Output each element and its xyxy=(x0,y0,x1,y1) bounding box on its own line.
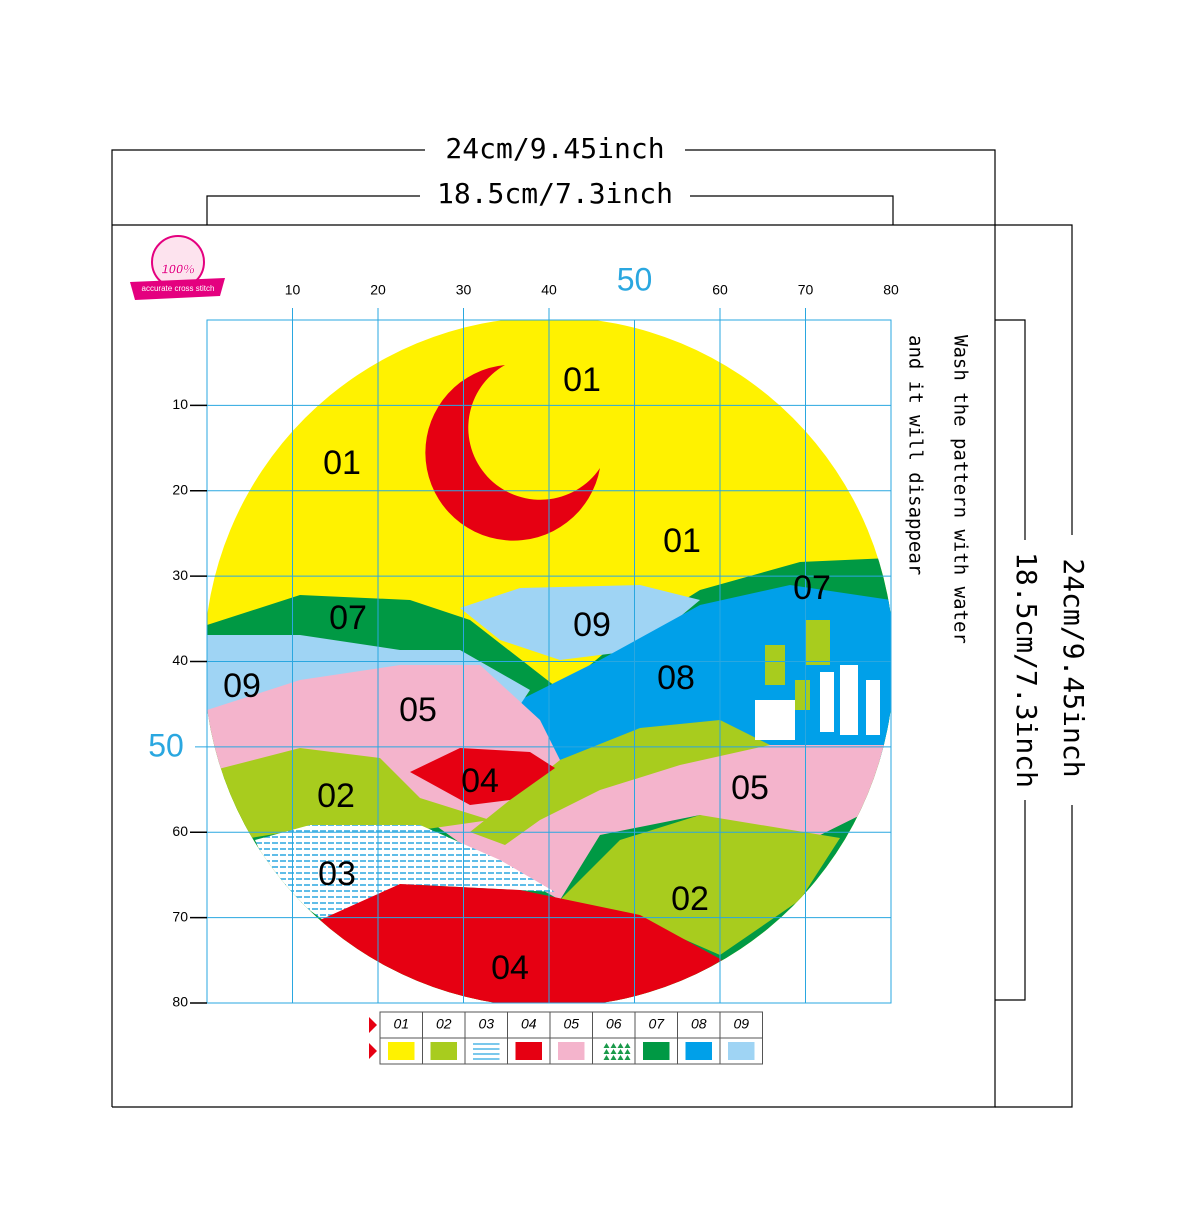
legend-swatch xyxy=(388,1042,415,1060)
region-label: 09 xyxy=(573,606,611,644)
outer-height: 24cm/9.45inch xyxy=(1057,558,1090,777)
legend-swatch xyxy=(430,1042,457,1060)
legend-swatch xyxy=(617,1049,624,1054)
left-tick-label: 40 xyxy=(172,652,188,668)
inner-width: 18.5cm/7.3inch xyxy=(437,177,673,210)
region-label: 09 xyxy=(223,667,261,705)
legend-swatch xyxy=(603,1043,610,1048)
region-label: 04 xyxy=(491,949,529,987)
legend-swatch xyxy=(685,1042,712,1060)
legend-swatch xyxy=(603,1055,610,1060)
legend-arrow xyxy=(369,1043,377,1059)
legend-swatch xyxy=(610,1043,617,1048)
region-label: 01 xyxy=(563,361,601,399)
label-bg xyxy=(1008,540,1042,800)
left-tick-label: 60 xyxy=(172,823,188,839)
top-center-label: 50 xyxy=(617,261,653,297)
legend-code: 05 xyxy=(563,1016,579,1032)
left-tick-label: 30 xyxy=(172,567,188,583)
outer-width: 24cm/9.45inch xyxy=(445,132,664,165)
note-line: Wash the pattern with water xyxy=(950,335,972,644)
legend-code: 09 xyxy=(733,1016,749,1032)
grid: 10 20 30 40 60 70 80 10 20 30 40 60 70 80 50 50 xyxy=(148,261,899,1009)
badge-percent: 100% xyxy=(161,261,195,276)
legend-swatch xyxy=(624,1055,631,1060)
legend-swatch xyxy=(643,1042,670,1060)
legend-swatch xyxy=(617,1043,624,1048)
legend-swatch xyxy=(728,1042,755,1060)
legend-code: 06 xyxy=(606,1016,622,1032)
region-label: 03 xyxy=(318,855,356,893)
legend-swatch xyxy=(558,1042,585,1060)
top-tick-label: 30 xyxy=(456,282,472,298)
legend-swatch xyxy=(515,1042,542,1060)
legend-swatch xyxy=(610,1055,617,1060)
inner-height: 18.5cm/7.3inch xyxy=(1010,552,1043,788)
top-tick-label: 20 xyxy=(370,282,386,298)
legend-code: 01 xyxy=(393,1016,409,1032)
region-label: 04 xyxy=(461,762,499,800)
top-tick-label: 60 xyxy=(712,282,728,298)
legend-code: 04 xyxy=(521,1016,537,1032)
region-label: 07 xyxy=(793,569,831,607)
top-tick-label: 70 xyxy=(798,282,814,298)
legend: 01 02 03 04 05 06 07 08 09 xyxy=(369,1011,763,1065)
legend-arrow xyxy=(369,1017,377,1033)
left-tick-label: 20 xyxy=(172,481,188,497)
legend-swatch xyxy=(603,1049,610,1054)
region-label: 05 xyxy=(399,691,437,729)
top-tick-label: 10 xyxy=(285,282,301,298)
region-label: 08 xyxy=(657,659,695,697)
top-tick-label: 80 xyxy=(883,282,899,298)
legend-swatch xyxy=(610,1049,617,1054)
legend-swatch xyxy=(624,1049,631,1054)
legend-code: 08 xyxy=(691,1016,707,1032)
region-labels: 01 01 01 07 07 09 09 08 05 05 04 04 02 02 03 xyxy=(223,361,831,987)
region-label: 05 xyxy=(731,769,769,807)
region-label: 02 xyxy=(671,880,709,918)
badge-text: accurate cross stitch xyxy=(142,284,215,293)
region-label: 01 xyxy=(323,444,361,482)
region-label: 02 xyxy=(317,777,355,815)
legend-swatch xyxy=(624,1043,631,1048)
left-tick-label: 80 xyxy=(172,994,188,1010)
label-bg xyxy=(1055,535,1089,805)
legend-code: 03 xyxy=(478,1016,494,1032)
top-tick-label: 40 xyxy=(541,282,557,298)
note-line: and it will disappear xyxy=(905,335,927,575)
legend-swatch xyxy=(617,1055,624,1060)
left-tick-label: 10 xyxy=(172,396,188,412)
region-label: 07 xyxy=(329,599,367,637)
legend-code: 07 xyxy=(648,1016,665,1032)
legend-code: 02 xyxy=(436,1016,452,1032)
region-label: 01 xyxy=(663,522,701,560)
left-center-label: 50 xyxy=(148,727,184,763)
left-tick-label: 70 xyxy=(172,908,188,924)
badge: 100% accurate cross stitch xyxy=(130,235,225,300)
